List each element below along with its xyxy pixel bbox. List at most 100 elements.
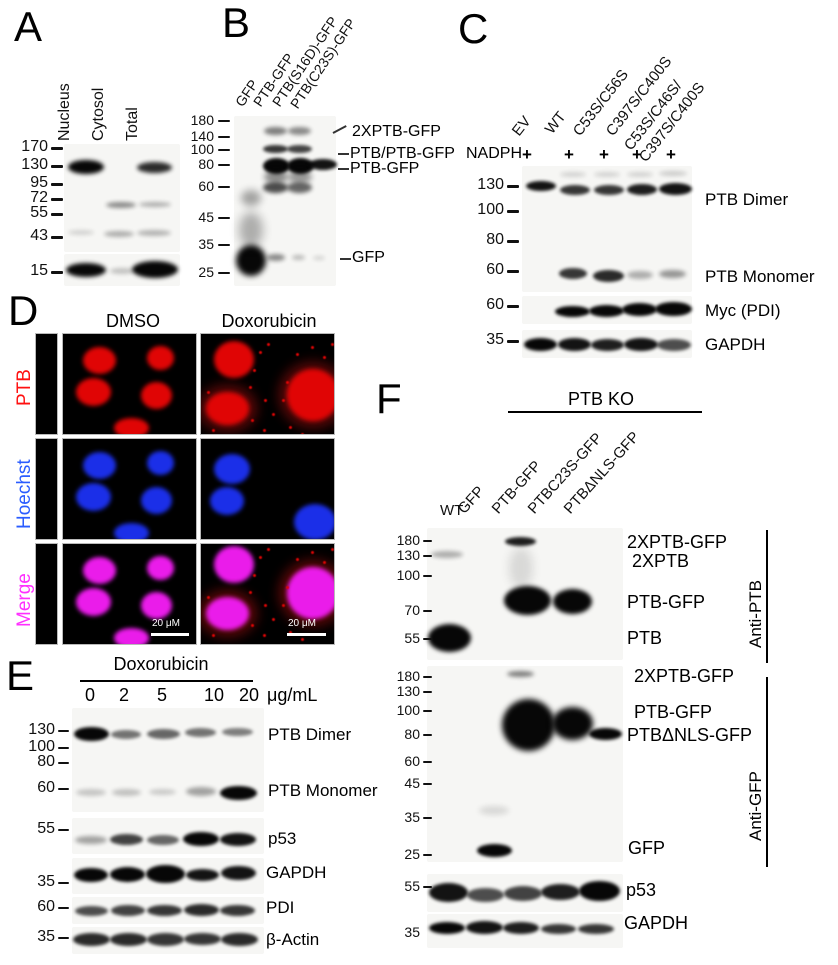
band-annotation: PTBΔNLS-GFP (627, 725, 753, 745)
mw-marker-label: 170 (21, 138, 48, 156)
nadph-plus-sign: + (522, 145, 532, 164)
mw-marker-tick (58, 906, 69, 910)
stain-speckle (253, 369, 256, 372)
protein-band (657, 339, 691, 351)
protein-band (263, 145, 288, 153)
protein-band (479, 806, 509, 815)
band-annotation: PTB-GFP (350, 160, 420, 177)
protein-band (186, 869, 219, 881)
mw-marker-label: 130 (28, 721, 55, 739)
protein-band (560, 172, 586, 177)
dose-unit-label: μg/mL (267, 685, 318, 705)
mw-marker-label: 80 (37, 753, 55, 771)
protein-band (589, 305, 624, 317)
protein-band (185, 728, 216, 737)
cell-nucleus (210, 487, 244, 515)
stain-speckle (267, 548, 270, 551)
mw-marker-label: 25 (198, 264, 214, 281)
protein-band (655, 302, 692, 316)
cell-nucleus (146, 451, 174, 475)
scale-bar (287, 633, 326, 636)
band-annotation: 2XPTB-GFP (627, 532, 728, 552)
row-label-strip (35, 333, 58, 435)
band-annotation: 2XPTB (632, 551, 690, 571)
protein-band (241, 190, 261, 206)
protein-band (66, 263, 106, 277)
protein-band (659, 171, 687, 176)
mw-marker-tick (423, 817, 432, 819)
band-annotation: β-Actin (266, 930, 320, 949)
mw-marker-label: 35 (37, 873, 55, 891)
protein-band (559, 268, 587, 279)
protein-band (73, 933, 110, 946)
protein-band (147, 933, 184, 946)
stain-speckle (289, 631, 292, 634)
mw-marker-tick (58, 761, 69, 765)
protein-band (429, 922, 465, 934)
row-label-strip (35, 438, 58, 540)
stain-speckle (264, 604, 267, 607)
stain-speckle (263, 634, 266, 637)
mw-marker-tick (423, 734, 432, 736)
stain-speckle (207, 391, 210, 394)
protein-band (589, 728, 622, 740)
mw-marker-tick (423, 575, 432, 577)
mw-marker-label: 35 (37, 928, 55, 946)
header-underline (80, 680, 253, 682)
protein-band (504, 886, 542, 901)
mw-marker-tick (218, 217, 230, 219)
mw-marker-label: 70 (404, 602, 420, 619)
mw-marker-tick (507, 184, 519, 188)
protein-band (110, 933, 147, 946)
protein-band (309, 159, 337, 170)
mw-marker-label: 55 (30, 204, 48, 222)
stain-speckle (323, 561, 326, 564)
panel-d-letter: D (8, 287, 39, 334)
stain-speckle (264, 399, 267, 402)
stain-speckle (207, 596, 210, 599)
mw-marker-label: 100 (396, 702, 420, 719)
stain-speckle (301, 433, 304, 434)
mw-marker-tick (51, 164, 63, 168)
cell-nucleus (205, 391, 249, 425)
cell-nucleus (146, 346, 174, 370)
protein-band (526, 181, 556, 191)
protein-band (111, 730, 141, 739)
mw-marker-label: 100 (477, 201, 504, 219)
protein-band (147, 835, 179, 845)
mw-marker-tick (218, 136, 230, 138)
protein-band (591, 339, 624, 351)
protein-band (288, 127, 311, 135)
stain-speckle (251, 624, 254, 627)
band-annotation: PTB Dimer (705, 190, 789, 209)
protein-band (184, 904, 219, 916)
protein-band (220, 905, 255, 916)
lane-label: Total (124, 107, 141, 141)
protein-band (110, 867, 145, 882)
panel-b-letter: B (222, 0, 251, 46)
cell-nucleus (214, 340, 254, 378)
stain-speckle (289, 426, 292, 429)
protein-band (146, 865, 185, 883)
blot-image (427, 666, 623, 862)
stain-speckle (282, 399, 285, 402)
protein-band (555, 306, 590, 317)
protein-band (110, 834, 143, 845)
protein-band (220, 833, 256, 846)
micrograph (62, 438, 197, 540)
stain-speckle (212, 429, 215, 432)
band-annotation: p53 (626, 880, 657, 900)
protein-band (287, 158, 314, 174)
mw-marker-label: 25 (404, 846, 420, 863)
protein-band (183, 832, 219, 846)
protein-band (659, 183, 692, 195)
protein-band (111, 905, 145, 916)
cell-nucleus (214, 545, 254, 583)
cell-nucleus (82, 346, 116, 374)
protein-band (220, 786, 257, 800)
protein-band (505, 537, 536, 546)
mw-marker-label: 60 (198, 178, 214, 195)
protein-band (524, 338, 557, 351)
protein-band (553, 589, 592, 614)
